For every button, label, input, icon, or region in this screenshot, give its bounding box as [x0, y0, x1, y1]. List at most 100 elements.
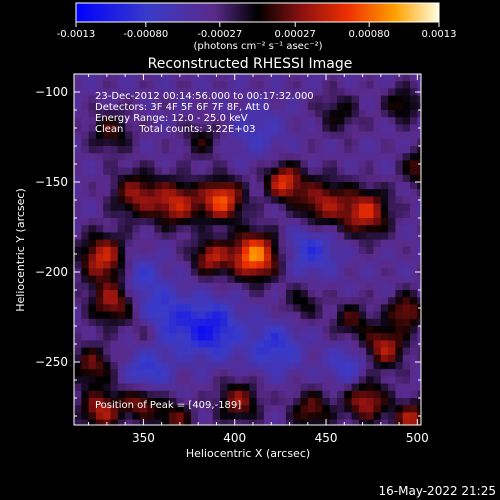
- heatmap-cell: [263, 239, 272, 248]
- heatmap-cell: [410, 398, 418, 406]
- heatmap-cell: [176, 268, 185, 277]
- heatmap-cell: [249, 239, 258, 248]
- heatmap-cell: [103, 383, 112, 392]
- heatmap-cell: [300, 167, 309, 176]
- heatmap-cell: [169, 182, 177, 190]
- heatmap-cell: [227, 398, 236, 406]
- heatmap-cell: [95, 210, 104, 219]
- heatmap-cell: [425, 355, 433, 363]
- heatmap-cell: [132, 110, 141, 118]
- heatmap-cell: [176, 124, 185, 133]
- heatmap-cell: [103, 376, 112, 385]
- heatmap-cell: [285, 398, 294, 406]
- heatmap-cell: [249, 326, 258, 334]
- heatmap-cell: [366, 268, 375, 277]
- heatmap-cell: [147, 239, 155, 248]
- heatmap-cell: [190, 232, 199, 241]
- heatmap-cell: [183, 369, 192, 377]
- heatmap-cell: [271, 354, 280, 363]
- heatmap-cell: [190, 196, 199, 205]
- heatmap-cell: [132, 131, 141, 140]
- heatmap-cell: [103, 326, 112, 334]
- heatmap-cell: [212, 95, 221, 104]
- heatmap-cell: [300, 254, 309, 262]
- heatmap-cell: [110, 210, 119, 219]
- heatmap-cell: [263, 88, 272, 97]
- heatmap-cell: [307, 131, 316, 140]
- heatmap-cell: [263, 268, 272, 277]
- heatmap-cell: [395, 218, 404, 226]
- heatmap-cell: [271, 189, 280, 197]
- heatmap-cell: [278, 354, 287, 363]
- heatmap-cell: [220, 196, 228, 205]
- heatmap-cell: [176, 333, 185, 341]
- heatmap-cell: [402, 254, 411, 262]
- heatmap-cell: [351, 376, 360, 385]
- heatmap-cell: [88, 347, 97, 356]
- heatmap-cell: [410, 369, 418, 377]
- heatmap-cell: [110, 326, 119, 334]
- heatmap-cell: [117, 340, 126, 349]
- heatmap-cell: [256, 131, 265, 140]
- heatmap-cell: [293, 304, 302, 313]
- heatmap-cell: [81, 340, 90, 349]
- heatmap-cell: [388, 333, 396, 341]
- heatmap-cell: [132, 268, 141, 277]
- heatmap-cell: [169, 146, 177, 154]
- heatmap-cell: [176, 153, 185, 161]
- heatmap-cell: [256, 354, 265, 363]
- heatmap-cell: [358, 88, 367, 97]
- heatmap-cell: [410, 246, 418, 255]
- heatmap-cell: [300, 326, 309, 334]
- heatmap-cell: [190, 246, 199, 255]
- heatmap-cell: [410, 189, 418, 197]
- heatmap-cell: [410, 167, 418, 176]
- heatmap-cell: [249, 153, 258, 161]
- heatmap-cell: [103, 218, 112, 226]
- heatmap-cell: [263, 333, 272, 341]
- heatmap-cell: [351, 354, 360, 363]
- heatmap-cell: [300, 383, 309, 392]
- heatmap-cell: [395, 347, 404, 356]
- heatmap-cell: [74, 311, 82, 320]
- heatmap-cell: [125, 275, 133, 284]
- heatmap-cell: [169, 304, 177, 313]
- heatmap-cell: [147, 390, 155, 399]
- heatmap-cell: [315, 131, 323, 140]
- heatmap-cell: [154, 354, 163, 363]
- heatmap-cell: [227, 74, 236, 82]
- heatmap-cell: [190, 138, 199, 147]
- heatmap-cell: [344, 419, 353, 425]
- heatmap-cell: [322, 232, 331, 241]
- heatmap-cell: [344, 102, 353, 111]
- heatmap-cell: [388, 102, 396, 111]
- heatmap-cell: [278, 311, 287, 320]
- heatmap-cell: [227, 153, 236, 161]
- heatmap-cell: [329, 232, 338, 241]
- heatmap-cell: [139, 225, 148, 233]
- heatmap-cell: [344, 174, 353, 183]
- heatmap-cell: [256, 369, 265, 377]
- heatmap-cell: [351, 254, 360, 262]
- heatmap-cell: [388, 146, 396, 154]
- heatmap-cell: [425, 247, 433, 255]
- heatmap-cell: [337, 297, 345, 305]
- heatmap-cell: [205, 383, 214, 392]
- heatmap-cell: [132, 117, 141, 125]
- heatmap-cell: [329, 261, 338, 269]
- heatmap-cell: [425, 146, 433, 154]
- heatmap-cell: [257, 427, 265, 435]
- heatmap-cell: [81, 419, 90, 425]
- heatmap-cell: [285, 102, 294, 111]
- heatmap-cell: [278, 275, 287, 284]
- heatmap-cell: [198, 153, 207, 161]
- heatmap-cell: [395, 232, 404, 241]
- heatmap-cell: [344, 182, 353, 190]
- heatmap-cell: [256, 304, 265, 313]
- heatmap-cell: [117, 160, 126, 169]
- heatmap-cell: [366, 203, 375, 212]
- heatmap-cell: [190, 390, 199, 399]
- heatmap-cell: [125, 167, 133, 176]
- heatmap-cell: [263, 117, 272, 125]
- heatmap-cell: [344, 131, 353, 140]
